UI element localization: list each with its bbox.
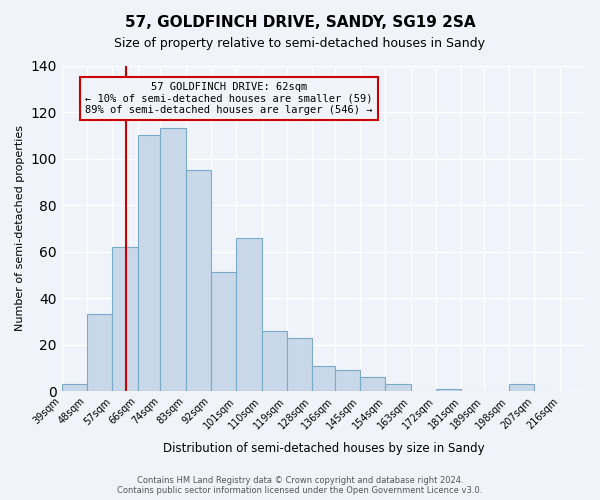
Bar: [87, 314, 112, 391]
Text: Size of property relative to semi-detached houses in Sandy: Size of property relative to semi-detach…: [115, 38, 485, 51]
Text: 57, GOLDFINCH DRIVE, SANDY, SG19 2SA: 57, GOLDFINCH DRIVE, SANDY, SG19 2SA: [125, 15, 475, 30]
Bar: [385, 384, 410, 391]
Text: 57 GOLDFINCH DRIVE: 62sqm
← 10% of semi-detached houses are smaller (59)
89% of : 57 GOLDFINCH DRIVE: 62sqm ← 10% of semi-…: [85, 82, 373, 115]
Bar: [312, 366, 335, 391]
Bar: [360, 377, 385, 391]
Bar: [62, 384, 87, 391]
Bar: [335, 370, 360, 391]
Text: Contains HM Land Registry data © Crown copyright and database right 2024.
Contai: Contains HM Land Registry data © Crown c…: [118, 476, 482, 495]
Bar: [262, 330, 287, 391]
Bar: [160, 128, 185, 391]
Bar: [185, 170, 211, 391]
X-axis label: Distribution of semi-detached houses by size in Sandy: Distribution of semi-detached houses by …: [163, 442, 484, 455]
Y-axis label: Number of semi-detached properties: Number of semi-detached properties: [15, 126, 25, 332]
Bar: [436, 389, 461, 391]
Bar: [236, 238, 262, 391]
Bar: [509, 384, 535, 391]
Bar: [112, 247, 138, 391]
Bar: [211, 272, 236, 391]
Bar: [287, 338, 312, 391]
Bar: [138, 136, 160, 391]
